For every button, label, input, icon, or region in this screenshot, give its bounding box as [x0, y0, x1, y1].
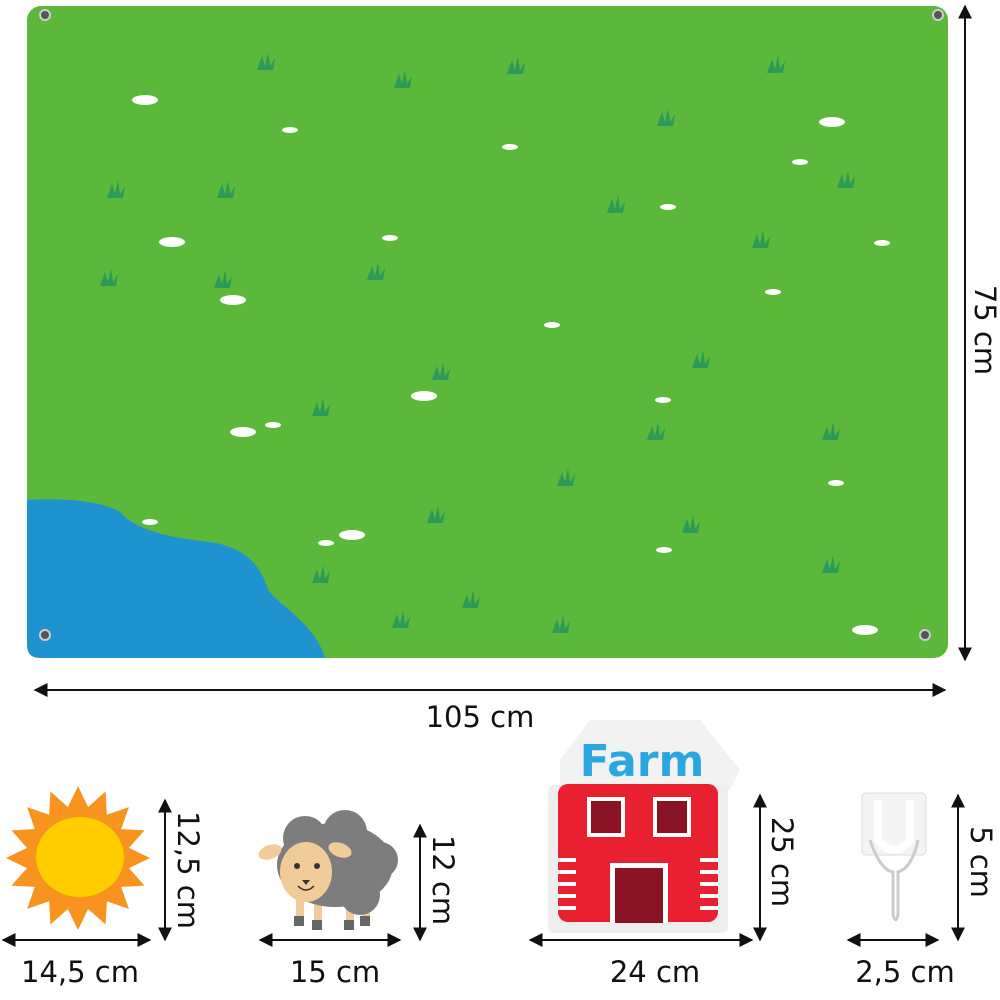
white-flower — [502, 144, 518, 150]
white-flower — [282, 127, 298, 133]
sheep-piece — [258, 810, 398, 930]
sun-width-label: 14,5 cm — [21, 955, 139, 989]
white-flower — [265, 422, 281, 428]
white-flower — [660, 204, 676, 210]
grass-tuft — [557, 468, 575, 486]
farm-height-label: 25 cm — [765, 817, 799, 907]
white-flower — [656, 547, 672, 553]
grommet-icon — [919, 629, 931, 641]
white-flower — [792, 159, 808, 165]
grass-tuft — [682, 515, 700, 533]
farm-piece: Farm — [548, 720, 740, 933]
board-width-label: 105 cm — [426, 700, 535, 734]
white-flower — [874, 240, 890, 246]
white-flower — [230, 427, 256, 437]
grommet-icon — [39, 9, 51, 21]
white-flower — [142, 519, 158, 525]
white-flower — [819, 117, 845, 127]
white-flower — [382, 235, 398, 241]
sun-height-label: 12,5 cm — [171, 811, 205, 929]
grass-tuft — [312, 398, 330, 416]
farm-width-label: 24 cm — [610, 955, 700, 989]
white-flower — [765, 289, 781, 295]
grass-tuft — [647, 422, 665, 440]
white-flower — [828, 480, 844, 486]
grass-tuft — [767, 55, 785, 73]
grass-tuft — [822, 422, 840, 440]
grass-tuft — [552, 615, 570, 633]
white-flower — [159, 237, 185, 247]
grommet-icon — [932, 9, 944, 21]
grass-tuft — [394, 70, 412, 88]
grass-background — [27, 6, 948, 658]
grass-tuft — [367, 262, 385, 280]
grass-tuft — [752, 230, 770, 248]
grass-tuft — [607, 195, 625, 213]
grass-tuft — [214, 270, 232, 288]
felt-board — [27, 6, 948, 658]
grass-tuft — [837, 170, 855, 188]
grommet-icon — [39, 629, 51, 641]
white-flower — [655, 397, 671, 403]
grass-tuft — [462, 590, 480, 608]
grass-tuft — [822, 555, 840, 573]
grass-tuft — [427, 505, 445, 523]
farm-sign-text: Farm — [580, 736, 705, 787]
sun-piece — [6, 786, 150, 930]
hook-width-label: 2,5 cm — [855, 955, 955, 989]
sheep-height-label: 12 cm — [426, 835, 460, 925]
grass-tuft — [312, 565, 330, 583]
white-flower — [132, 95, 158, 105]
grass-tuft — [392, 610, 410, 628]
grass-tuft — [507, 56, 525, 74]
hook-piece — [861, 792, 927, 922]
hook-height-label: 5 cm — [964, 826, 998, 898]
white-flower — [852, 625, 878, 635]
grass-tuft — [257, 52, 275, 70]
grass-tuft — [217, 180, 235, 198]
white-flower — [544, 322, 560, 328]
white-flower — [318, 540, 334, 546]
grass-tufts-and-flowers — [100, 52, 890, 635]
grass-tuft — [692, 350, 710, 368]
white-flower — [411, 391, 437, 401]
white-flower — [220, 295, 246, 305]
grass-tuft — [432, 362, 450, 380]
pond — [27, 499, 325, 658]
grass-tuft — [100, 268, 118, 286]
sheep-width-label: 15 cm — [290, 955, 380, 989]
board-height-label: 75 cm — [968, 285, 1000, 375]
grass-tuft — [107, 180, 125, 198]
grass-tuft — [657, 108, 675, 126]
white-flower — [339, 530, 365, 540]
